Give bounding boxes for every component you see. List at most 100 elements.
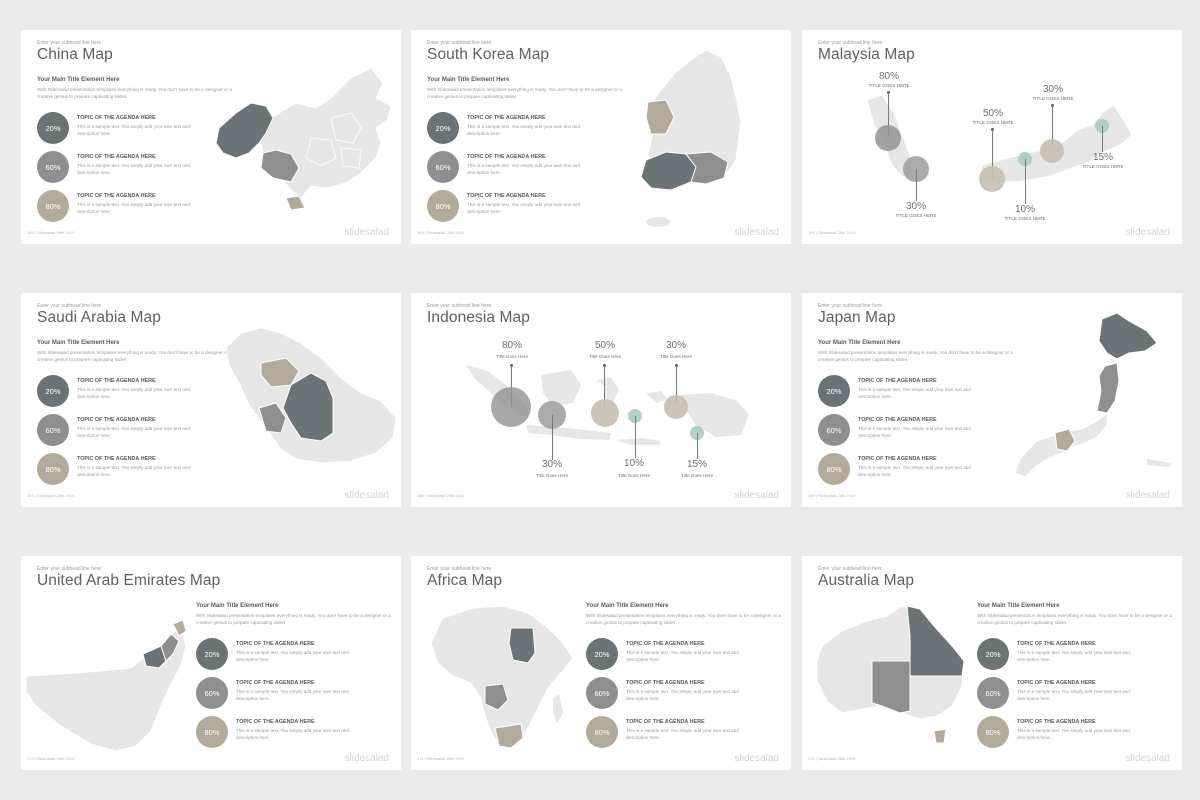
agenda-item: 80% TOPIC OF THE AGENDA HERE This is a s… [196,716,401,750]
main-description: With Slidesalad presentation templates e… [37,350,232,362]
agenda-item: 20% TOPIC OF THE AGENDA HERE This is a s… [196,638,401,672]
agenda-item: 80% TOPIC OF THE AGENDA HERE This is a s… [37,190,257,224]
slide-indonesia[interactable]: Enter your subhead line here Indonesia M… [411,293,791,507]
agenda-title: TOPIC OF THE AGENDA HERE [467,154,546,160]
subhead: Enter your subhead line here [818,40,883,46]
africa-map-graphic [430,605,574,749]
slide-australia[interactable]: Enter your subhead line here Australia M… [802,556,1182,770]
slide-south-korea[interactable]: Enter your subhead line here South Korea… [411,30,791,244]
agenda-item: 80% TOPIC OF THE AGENDA HERE This is a s… [586,716,791,750]
agenda-title: TOPIC OF THE AGENDA HERE [1017,719,1096,725]
agenda-item: 20% TOPIC OF THE AGENDA HERE This is a s… [977,638,1182,672]
bubble-percent: 80% [878,71,899,82]
slide-title: Africa Map [427,572,503,589]
subhead: Enter your subhead line here [37,303,102,309]
slide-title: China Map [37,46,113,63]
slide-footer: 172 | Slidesalad 26th 2019 [808,756,856,761]
bubble-label: TITLE GOES HERE [1032,96,1074,101]
percent-circle: 60% [818,414,850,446]
bubble-leader-line [888,92,889,137]
agenda-title: TOPIC OF THE AGENDA HERE [626,680,705,686]
bubble-circle [664,395,688,419]
main-title: Your Main Title Element Here [586,603,669,609]
slide-footer: 167 | Slidesalad 26th 2019 [27,493,75,498]
australia-map-graphic [816,605,965,744]
agenda-description: This is a sample text. You simply add yo… [236,728,349,740]
agenda-description: This is a sample text. You simply add yo… [626,650,739,662]
agenda-item: 20% TOPIC OF THE AGENDA HERE This is a s… [586,638,791,672]
agenda-title: TOPIC OF THE AGENDA HERE [236,719,315,725]
agenda-title: TOPIC OF THE AGENDA HERE [236,641,315,647]
slide-title: Japan Map [818,309,896,326]
agenda-description: This is a sample text. You simply add yo… [1017,650,1130,662]
bubble-percent: 80% [501,340,522,351]
bubble-label: Title Goes Here [536,473,568,478]
agenda-item: 60% TOPIC OF THE AGENDA HERE This is a s… [427,151,647,185]
bubble-label: Title Goes Here [589,354,621,359]
south-korea-map-graphic [640,49,742,227]
agenda-description: This is a sample text. You simply add yo… [626,728,739,740]
slide-africa[interactable]: Enter your subhead line here Africa Map … [411,556,791,770]
agenda-title: TOPIC OF THE AGENDA HERE [858,378,937,384]
bubble-leader-line [1052,105,1053,150]
bubble-label: Title Goes Here [496,354,528,359]
slide-footer: 166 | Slidesalad 26th 2019 [417,230,465,235]
agenda-title: TOPIC OF THE AGENDA HERE [626,641,705,647]
agenda-title: TOPIC OF THE AGENDA HERE [77,115,156,121]
agenda-description: This is a sample text. You simply add yo… [626,689,739,701]
slide-saudi-arabia[interactable]: Enter your subhead line here Saudi Arabi… [21,293,401,507]
bubble-label: Title Goes Here [660,354,692,359]
percent-circle: 80% [37,453,69,485]
main-description: With Slidesalad presentation templates e… [977,613,1172,625]
percent-circle: 60% [196,677,228,709]
bubble-percent: 30% [665,340,686,351]
agenda-item: 80% TOPIC OF THE AGENDA HERE This is a s… [818,453,1038,487]
slide-japan[interactable]: Enter your subhead line here Japan Map Y… [802,293,1182,507]
agenda-description: This is a sample text. You simply add yo… [467,202,580,214]
main-title: Your Main Title Element Here [196,603,279,609]
agenda-title: TOPIC OF THE AGENDA HERE [1017,641,1096,647]
subhead: Enter your subhead line here [427,566,492,572]
percent-circle: 80% [818,453,850,485]
agenda-item: 60% TOPIC OF THE AGENDA HERE This is a s… [977,677,1182,711]
slide-china[interactable]: Enter your subhead line here China Map Y… [21,30,401,244]
slide-malaysia[interactable]: Enter your subhead line here Malaysia Ma… [802,30,1182,244]
agenda-description: This is a sample text. You simply add yo… [467,124,580,136]
bubble-leader-line [511,365,512,407]
main-title: Your Main Title Element Here [427,77,510,83]
subhead: Enter your subhead line here [818,566,883,572]
agenda-description: This is a sample text. You simply add yo… [236,650,349,662]
main-description: With Slidesalad presentation templates e… [196,613,391,625]
brand-watermark: slidesalad [734,490,779,501]
brand-watermark: slidesalad [344,227,389,238]
bubble-label: TITLE GOES HERE [895,213,937,218]
bubble-label: TITLE GOES HERE [868,83,910,88]
bubble-label: Title Goes Here [618,473,650,478]
bubble-label: Title Goes Here [681,473,713,478]
slide-uae[interactable]: Enter your subhead line here United Arab… [21,556,401,770]
bubble-leader-line [1102,126,1103,152]
slide-footer: 166 | Slidesalad 26th 2019 [808,230,856,235]
bubble-circle [591,399,619,427]
agenda-item: 80% TOPIC OF THE AGENDA HERE This is a s… [37,453,257,487]
agenda-item: 20% TOPIC OF THE AGENDA HERE This is a s… [818,375,1038,409]
bubble-percent: 50% [594,340,615,351]
main-description: With Slidesalad presentation templates e… [37,87,232,99]
agenda-description: This is a sample text. You simply add yo… [77,124,190,136]
bubble-leader-line [552,415,553,460]
main-title: Your Main Title Element Here [818,340,901,346]
agenda-item: 60% TOPIC OF THE AGENDA HERE This is a s… [818,414,1038,448]
percent-circle: 80% [427,190,459,222]
agenda-description: This is a sample text. You simply add yo… [236,689,349,701]
percent-circle: 60% [37,414,69,446]
agenda-item: 60% TOPIC OF THE AGENDA HERE This is a s… [37,414,257,448]
slide-footer: 168 | Slidesalad 26th 2019 [417,493,465,498]
agenda-item: 20% TOPIC OF THE AGENDA HERE This is a s… [427,112,647,146]
bubble-percent: 10% [623,458,644,469]
percent-circle: 80% [977,716,1009,748]
slide-footer: 166 | Slidesalad 26th 2019 [27,230,75,235]
agenda-title: TOPIC OF THE AGENDA HERE [77,456,156,462]
percent-circle: 60% [586,677,618,709]
percent-circle: 80% [196,716,228,748]
brand-watermark: slidesalad [344,490,389,501]
